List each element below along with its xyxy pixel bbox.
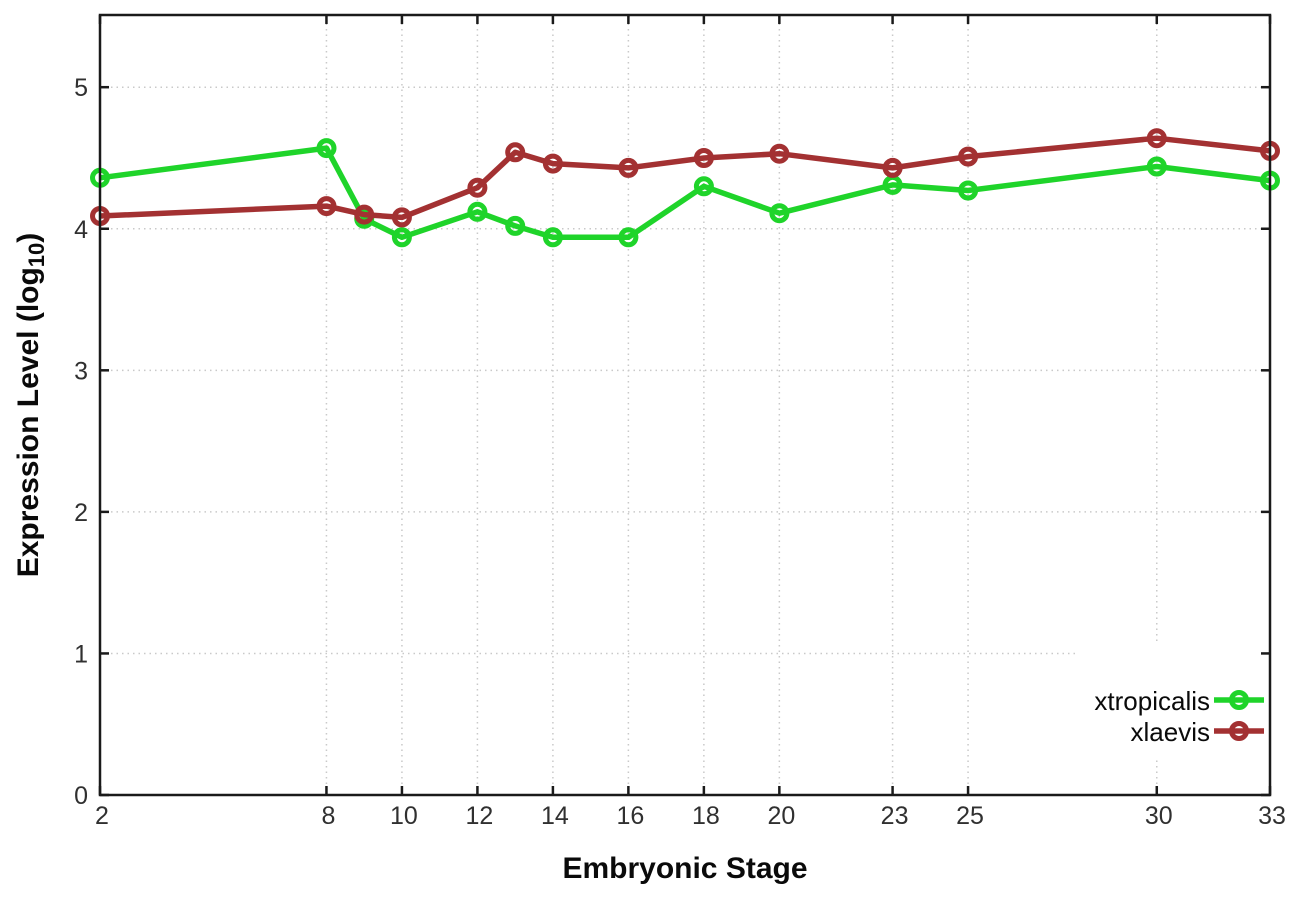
data-point-xlaevis [769, 143, 790, 164]
legend-sample-marker [1229, 721, 1249, 741]
x-tick-label: 2 [95, 802, 109, 830]
data-point-xlaevis [1146, 128, 1167, 149]
data-point-xlaevis [316, 196, 337, 217]
data-point-xtropicalis [618, 227, 639, 248]
legend: xtropicalis xlaevis [1094, 686, 1264, 747]
x-axis-label: Embryonic Stage [562, 852, 807, 885]
series-layer [90, 128, 1280, 248]
y-tick-label: 5 [74, 74, 88, 102]
data-point-xlaevis [693, 148, 714, 168]
x-tick-label: 33 [1258, 802, 1286, 830]
x-tick-label: 18 [692, 802, 720, 830]
data-point-xlaevis [505, 142, 526, 163]
plot-border [98, 13, 1272, 797]
tick-marks [98, 15, 1272, 797]
data-point-xtropicalis [769, 203, 790, 224]
y-axis-label: Expression Level (log10) [12, 233, 49, 578]
series-xlaevis [90, 128, 1280, 228]
series-xtropicalis [90, 138, 1280, 248]
legend-entry-xlaevis: xlaevis [1131, 717, 1264, 747]
x-tick-label: 14 [541, 802, 569, 830]
y-tick-label: 2 [74, 499, 88, 527]
data-point-xlaevis [391, 207, 412, 228]
x-tick-label: 10 [390, 802, 418, 830]
data-point-xtropicalis [958, 180, 979, 201]
legend-label-xlaevis: xlaevis [1131, 717, 1210, 747]
data-point-xlaevis [958, 146, 979, 167]
y-tick-label: 3 [74, 357, 88, 385]
x-tick-label: 16 [616, 802, 644, 830]
data-point-xtropicalis [505, 215, 526, 236]
legend-entry-xtropicalis: xtropicalis [1094, 686, 1264, 716]
x-tick-label: 8 [321, 802, 335, 830]
legend-label-xtropicalis: xtropicalis [1094, 686, 1210, 716]
data-point-xlaevis [882, 157, 903, 178]
data-point-xtropicalis [542, 227, 563, 248]
y-axis-label-main: Expression Level (log [12, 267, 45, 577]
data-point-xlaevis [467, 177, 488, 198]
y-tick-label: 0 [74, 782, 88, 810]
data-point-xlaevis [354, 204, 375, 225]
series-line-xlaevis [99, 135, 1271, 221]
plot-frame [98, 13, 1272, 797]
y-axis-label-close: ) [12, 233, 45, 243]
data-point-xtropicalis [467, 201, 488, 222]
data-point-xtropicalis [391, 227, 412, 248]
x-tick-label: 23 [881, 802, 909, 830]
data-point-xlaevis [542, 153, 563, 174]
y-tick-label: 4 [74, 216, 88, 244]
x-tick-label: 20 [767, 802, 795, 830]
data-point-xtropicalis [693, 176, 714, 197]
x-tick-label: 25 [956, 802, 984, 830]
data-point-xlaevis [618, 157, 639, 178]
y-axis-label-subscript: 10 [24, 243, 49, 267]
x-tick-label: 30 [1145, 802, 1173, 830]
data-point-xtropicalis [1146, 156, 1167, 177]
y-tick-label: 1 [74, 640, 88, 668]
data-point-xtropicalis [316, 138, 337, 159]
legend-sample-marker [1229, 690, 1249, 710]
x-tick-label: 12 [466, 802, 494, 830]
